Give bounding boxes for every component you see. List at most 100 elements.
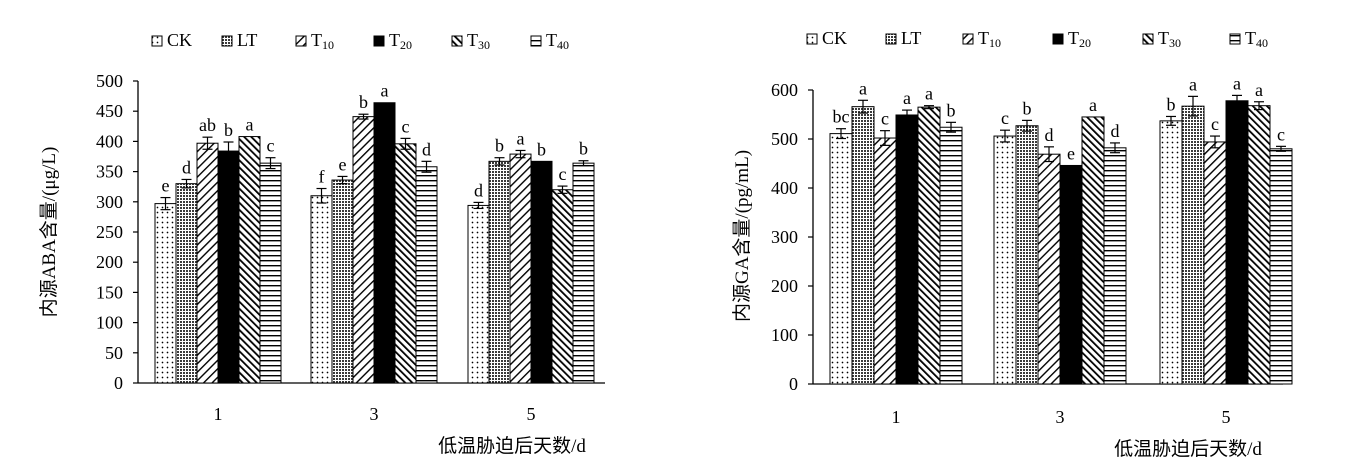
aba-legend-label: T10 bbox=[311, 30, 334, 52]
aba-legend-swatch bbox=[530, 35, 542, 47]
aba-x-ticks: 1 3 5 bbox=[214, 404, 536, 424]
ga-bar-ck-day5 bbox=[1159, 120, 1183, 385]
ga-bar-ck-day1 bbox=[829, 133, 853, 385]
aba-bar-t20-day5 bbox=[530, 160, 553, 384]
aba-significance-letter: e bbox=[162, 176, 170, 196]
ga-significance-letter: a bbox=[1233, 73, 1241, 93]
aba-legend-item-ck: CK bbox=[151, 30, 192, 50]
ga-significance-letter: a bbox=[1189, 74, 1197, 94]
ga-bar-t30-day5 bbox=[1247, 105, 1271, 385]
ga-y-tick-label: 600 bbox=[771, 80, 798, 100]
aba-bar-t30-day5 bbox=[551, 189, 574, 384]
aba-y-tick-label: 300 bbox=[96, 192, 123, 212]
aba-bar-t20-day1 bbox=[217, 150, 240, 384]
aba-significance-letter: a bbox=[517, 128, 525, 148]
aba-bar-t10-day3 bbox=[352, 116, 375, 384]
ga-x-axis-title: 低温胁迫后天数/d bbox=[1114, 438, 1262, 460]
aba-bar-lt-day5 bbox=[488, 160, 511, 384]
ga-significance-letter: a bbox=[1255, 80, 1263, 100]
ga-legend-label: T20 bbox=[1068, 28, 1091, 50]
aba-bar-t30-day1 bbox=[238, 136, 261, 384]
aba-legend-item-t20: T20 bbox=[373, 30, 412, 52]
ga-bar-t10-day5 bbox=[1203, 141, 1227, 385]
ga-significance-letter: c bbox=[881, 109, 889, 129]
aba-significance-letter: a bbox=[381, 81, 389, 101]
aba-legend-label: T20 bbox=[389, 30, 412, 52]
ga-legend-swatch bbox=[1229, 33, 1241, 45]
aba-significance-letter: b bbox=[495, 136, 504, 156]
aba-y-ticks: 0 50 100 150 200 250 300 350 400 450 500 bbox=[96, 71, 138, 393]
ga-bar-t20-day5 bbox=[1225, 100, 1249, 385]
aba-y-tick-label: 0 bbox=[114, 373, 123, 393]
ga-x-tick-label: 3 bbox=[1056, 407, 1065, 427]
aba-x-axis-title: 低温胁迫后天数/d bbox=[438, 435, 586, 457]
ga-bar-t30-day3 bbox=[1081, 116, 1105, 385]
aba-legend-swatch bbox=[373, 35, 385, 47]
ga-y-tick-label: 200 bbox=[771, 276, 798, 296]
ga-legend-swatch bbox=[1142, 33, 1154, 45]
aba-significance-letter: c bbox=[559, 164, 567, 184]
aba-legend-item-lt: LT bbox=[221, 30, 257, 50]
aba-legend: CK LT T10 T20 T30 T40 bbox=[151, 30, 569, 52]
aba-y-tick-label: 150 bbox=[96, 282, 123, 302]
ga-y-axis-title: 内源GA含量/(pg/mL) bbox=[731, 150, 753, 322]
ga-legend-swatch bbox=[962, 33, 974, 45]
aba-bar-ck-day5 bbox=[467, 204, 490, 384]
aba-significance-letter: b bbox=[579, 139, 588, 159]
ga-x-tick-label: 5 bbox=[1222, 407, 1231, 427]
aba-x-tick-label: 5 bbox=[527, 404, 536, 424]
aba-significance-letter: c bbox=[267, 136, 275, 156]
ga-bar-t20-day1 bbox=[895, 114, 919, 385]
aba-bar-lt-day3 bbox=[331, 179, 354, 384]
aba-legend-item-t40: T40 bbox=[530, 30, 569, 52]
aba-legend-item-t30: T30 bbox=[451, 30, 490, 52]
ga-legend-label: T10 bbox=[978, 28, 1001, 50]
ga-legend-item-lt: LT bbox=[885, 28, 921, 48]
aba-bar-ck-day1 bbox=[154, 203, 177, 384]
ga-legend-label: LT bbox=[901, 28, 921, 48]
aba-y-tick-label: 50 bbox=[105, 343, 123, 363]
aba-significance-letter: a bbox=[246, 115, 254, 135]
aba-bar-t10-day5 bbox=[509, 153, 532, 384]
ga-significance-letter: bc bbox=[833, 107, 850, 127]
ga-legend: CK LT T10 T20 T30 T40 bbox=[806, 28, 1268, 50]
ga-bar-ck-day3 bbox=[993, 135, 1017, 385]
ga-significance-letter: d bbox=[1111, 121, 1120, 141]
ga-y-tick-label: 0 bbox=[789, 374, 798, 394]
aba-legend-swatch bbox=[151, 35, 163, 47]
aba-y-tick-label: 450 bbox=[96, 101, 123, 121]
ga-legend-label: T30 bbox=[1158, 28, 1181, 50]
aba-significance-letter: f bbox=[319, 167, 325, 187]
aba-significance-letter: e bbox=[339, 154, 347, 174]
ga-legend-item-t30: T30 bbox=[1142, 28, 1181, 50]
ga-x-ticks: 1 3 5 bbox=[892, 407, 1231, 427]
ga-bar-t20-day3 bbox=[1059, 164, 1083, 385]
ga-legend-swatch bbox=[806, 33, 818, 45]
aba-significance-letter: d bbox=[474, 180, 483, 200]
ga-bar-lt-day5 bbox=[1181, 105, 1205, 385]
aba-y-tick-label: 350 bbox=[96, 162, 123, 182]
aba-bar-t20-day3 bbox=[373, 102, 396, 384]
aba-bar-ck-day3 bbox=[310, 195, 333, 384]
aba-x-tick-label: 1 bbox=[214, 404, 223, 424]
aba-y-tick-label: 250 bbox=[96, 222, 123, 242]
aba-significance-letter: ab bbox=[199, 115, 216, 135]
aba-legend-swatch bbox=[451, 35, 463, 47]
ga-significance-letter: e bbox=[1067, 143, 1075, 163]
ga-bar-t10-day3 bbox=[1037, 153, 1061, 385]
ga-legend-item-ck: CK bbox=[806, 28, 847, 48]
ga-bar-lt-day3 bbox=[1015, 125, 1039, 385]
ga-bar-t40-day3 bbox=[1103, 147, 1127, 385]
ga-y-ticks: 0 100 200 300 400 500 600 bbox=[771, 80, 813, 394]
ga-y-tick-label: 500 bbox=[771, 129, 798, 149]
aba-x-tick-label: 3 bbox=[370, 404, 379, 424]
ga-legend-label: T40 bbox=[1245, 28, 1268, 50]
ga-legend-item-t10: T10 bbox=[962, 28, 1001, 50]
ga-legend-swatch bbox=[885, 33, 897, 45]
aba-legend-label: T40 bbox=[546, 30, 569, 52]
aba-y-tick-label: 200 bbox=[96, 252, 123, 272]
